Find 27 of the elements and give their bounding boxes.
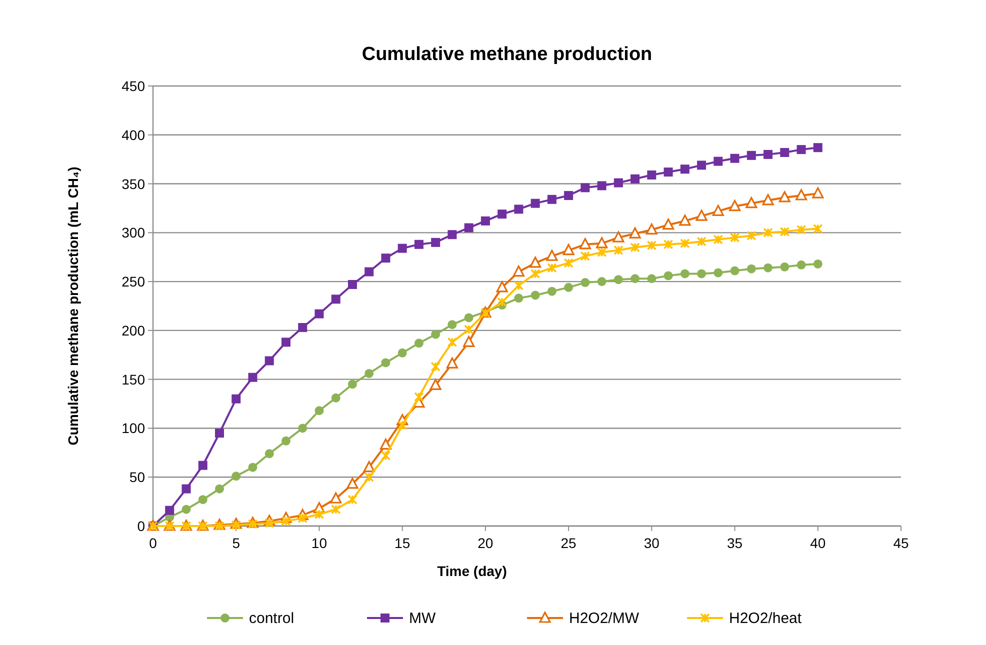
- x-tick-label: 0: [149, 535, 158, 551]
- y-tick-label: 100: [122, 420, 146, 436]
- y-tick-label: 150: [122, 371, 146, 388]
- x-tick-label: 35: [726, 535, 743, 551]
- legend-label: H2O2/MW: [569, 610, 640, 627]
- y-tick-label: 0: [137, 518, 146, 534]
- y-tick-label: 450: [122, 78, 146, 94]
- y-tick-label: 50: [129, 469, 146, 486]
- x-axis-title: Time (day): [437, 563, 507, 579]
- x-tick-label: 25: [560, 535, 577, 551]
- y-tick-label: 250: [122, 274, 146, 290]
- y-tick-label: 200: [122, 322, 146, 338]
- x-tick-label: 30: [644, 535, 660, 551]
- legend-label: control: [249, 610, 294, 627]
- x-tick-label: 45: [893, 535, 909, 551]
- y-axis-title: Cumulative methane production (mL CH₄): [65, 166, 81, 446]
- x-tick-label: 5: [232, 535, 240, 551]
- y-tick-label: 400: [122, 126, 146, 143]
- legend-label: MW: [409, 610, 436, 627]
- x-tick-label: 10: [311, 535, 328, 551]
- chart-title: Cumulative methane production: [362, 44, 652, 65]
- x-tick-label: 40: [810, 535, 826, 551]
- y-tick-label: 350: [122, 176, 146, 192]
- legend-label: H2O2/heat: [729, 610, 802, 627]
- x-tick-label: 15: [394, 535, 410, 551]
- x-tick-label: 20: [478, 535, 494, 551]
- y-tick-label: 300: [122, 224, 146, 241]
